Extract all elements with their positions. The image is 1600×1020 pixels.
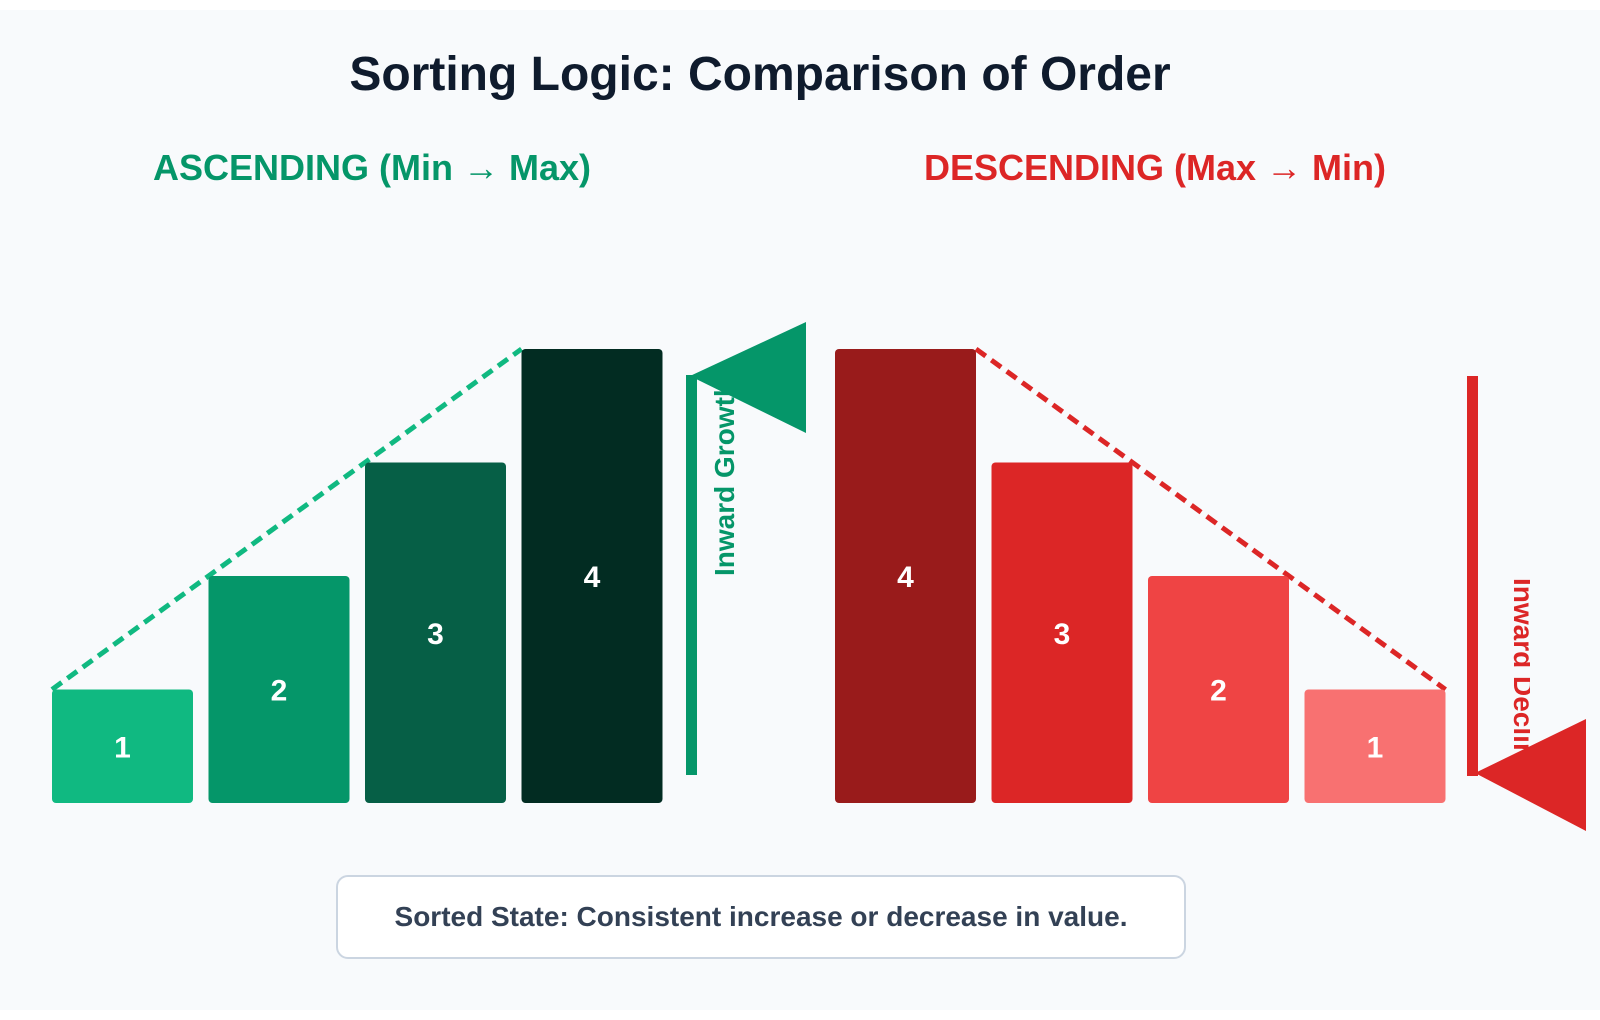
ascending-trend-line: [50, 346, 523, 692]
descending-bar-1: [835, 349, 976, 803]
ascending-arrow: Inward Growth: [686, 322, 806, 775]
descending-bar-label-1: 4: [897, 561, 914, 594]
diagram-panel: Sorting Logic: Comparison of Order ASCEN…: [0, 10, 1600, 1010]
ascending-bar-label-2: 2: [271, 675, 288, 708]
descending-bar-2: [991, 462, 1133, 803]
ascending-heading: ASCENDING (Min → Max): [153, 147, 591, 188]
caption-text: Sorted State: Consistent increase or dec…: [394, 901, 1128, 932]
descending-bar-label-4: 1: [1367, 731, 1384, 764]
descending-arrow-head: [1475, 719, 1586, 831]
descending-arrow-shaft: [1467, 376, 1478, 776]
descending-bar-4: [1304, 689, 1446, 803]
ascending-arrow-label: Inward Growth: [709, 380, 740, 576]
caption-box: Sorted State: Consistent increase or dec…: [336, 875, 1186, 959]
ascending-arrow-shaft: [686, 375, 697, 775]
ascending-bar-2: [208, 576, 350, 803]
descending-bar-label-2: 3: [1054, 618, 1071, 651]
descending-bar-label-3: 2: [1210, 675, 1227, 708]
ascending-bar-3: [365, 462, 506, 803]
sorting-diagram: Sorting Logic: Comparison of Order ASCEN…: [50, 48, 1586, 831]
ascending-group: 1 2 3 4: [50, 346, 663, 803]
ascending-bar-label-1: 1: [114, 731, 131, 764]
diagram-title: Sorting Logic: Comparison of Order: [349, 48, 1170, 101]
descending-arrow-label: Inward Decline: [1508, 578, 1539, 776]
ascending-bar-4: [521, 349, 663, 803]
descending-trend-line: [974, 346, 1447, 692]
ascending-bar-label-4: 4: [584, 561, 601, 594]
ascending-arrow-head: [690, 322, 806, 433]
ascending-bar-label-3: 3: [427, 618, 444, 651]
ascending-bar-1: [52, 689, 193, 803]
descending-group: 4 3 2 1: [835, 346, 1447, 803]
descending-arrow: Inward Decline: [1467, 376, 1586, 831]
descending-bar-3: [1148, 576, 1289, 803]
descending-heading: DESCENDING (Max → Min): [924, 147, 1386, 188]
